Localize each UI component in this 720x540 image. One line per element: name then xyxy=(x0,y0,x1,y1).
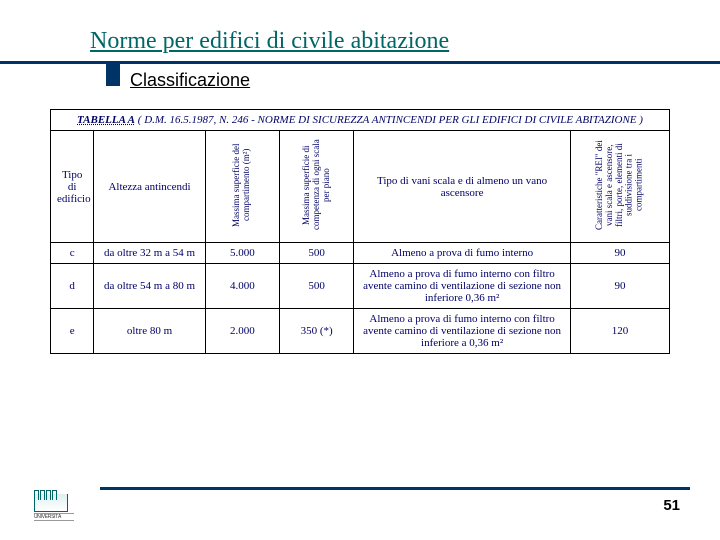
classification-table: TABELLA A ( D.M. 16.5.1987, N. 246 - NOR… xyxy=(50,109,670,354)
table-row: c da oltre 32 m a 54 m 5.000 500 Almeno … xyxy=(51,243,670,264)
cell-sup-scala: 500 xyxy=(280,243,354,264)
cell-altezza: oltre 80 m xyxy=(94,309,205,354)
header-max-superficie-scala: Massima superficie di competenza di ogni… xyxy=(280,131,354,243)
university-logo: UNIVERSITÀ xyxy=(34,482,74,522)
cell-sup-comp: 4.000 xyxy=(205,264,279,309)
cell-rei: 90 xyxy=(570,243,669,264)
table-row: e oltre 80 m 2.000 350 (*) Almeno a prov… xyxy=(51,309,670,354)
header-max-superficie-comp: Massima superficie del compartimento (m²… xyxy=(205,131,279,243)
header-tipo: Tipo di edificio xyxy=(51,131,94,243)
cell-altezza: da oltre 32 m a 54 m xyxy=(94,243,205,264)
logo-crenellation xyxy=(34,482,68,494)
slide-title: Norme per edifici di civile abitazione xyxy=(90,28,690,55)
table-caption-row: TABELLA A ( D.M. 16.5.1987, N. 246 - NOR… xyxy=(51,110,670,131)
subtitle-bar xyxy=(106,64,120,86)
cell-tipo: d xyxy=(51,264,94,309)
cell-vani: Almeno a prova di fumo interno con filtr… xyxy=(354,309,571,354)
table-label: TABELLA A xyxy=(77,114,135,126)
table-row: d da oltre 54 m a 80 m 4.000 500 Almeno … xyxy=(51,264,670,309)
cell-tipo: c xyxy=(51,243,94,264)
cell-altezza: da oltre 54 m a 80 m xyxy=(94,264,205,309)
cell-vani: Almeno a prova di fumo interno xyxy=(354,243,571,264)
footer-rule xyxy=(100,487,690,490)
header-altezza: Altezza antincendi xyxy=(94,131,205,243)
header-tipo-vani: Tipo di vani scala e di almeno un vano a… xyxy=(354,131,571,243)
cell-sup-scala: 500 xyxy=(280,264,354,309)
slide-subtitle: Classificazione xyxy=(130,70,690,91)
page-number: 51 xyxy=(663,497,680,514)
cell-sup-comp: 2.000 xyxy=(205,309,279,354)
cell-tipo: e xyxy=(51,309,94,354)
cell-sup-scala: 350 (*) xyxy=(280,309,354,354)
cell-sup-comp: 5.000 xyxy=(205,243,279,264)
table-caption: ( D.M. 16.5.1987, N. 246 - NORME DI SICU… xyxy=(138,114,643,126)
cell-vani: Almeno a prova di fumo interno con filtr… xyxy=(354,264,571,309)
cell-rei: 90 xyxy=(570,264,669,309)
header-rei: Caratteristiche "REI" dei vani scala e a… xyxy=(570,131,669,243)
table-container: TABELLA A ( D.M. 16.5.1987, N. 246 - NOR… xyxy=(50,109,670,354)
logo-text: UNIVERSITÀ xyxy=(34,513,74,521)
cell-rei: 120 xyxy=(570,309,669,354)
table-header-row: Tipo di edificio Altezza antincendi Mass… xyxy=(51,131,670,243)
